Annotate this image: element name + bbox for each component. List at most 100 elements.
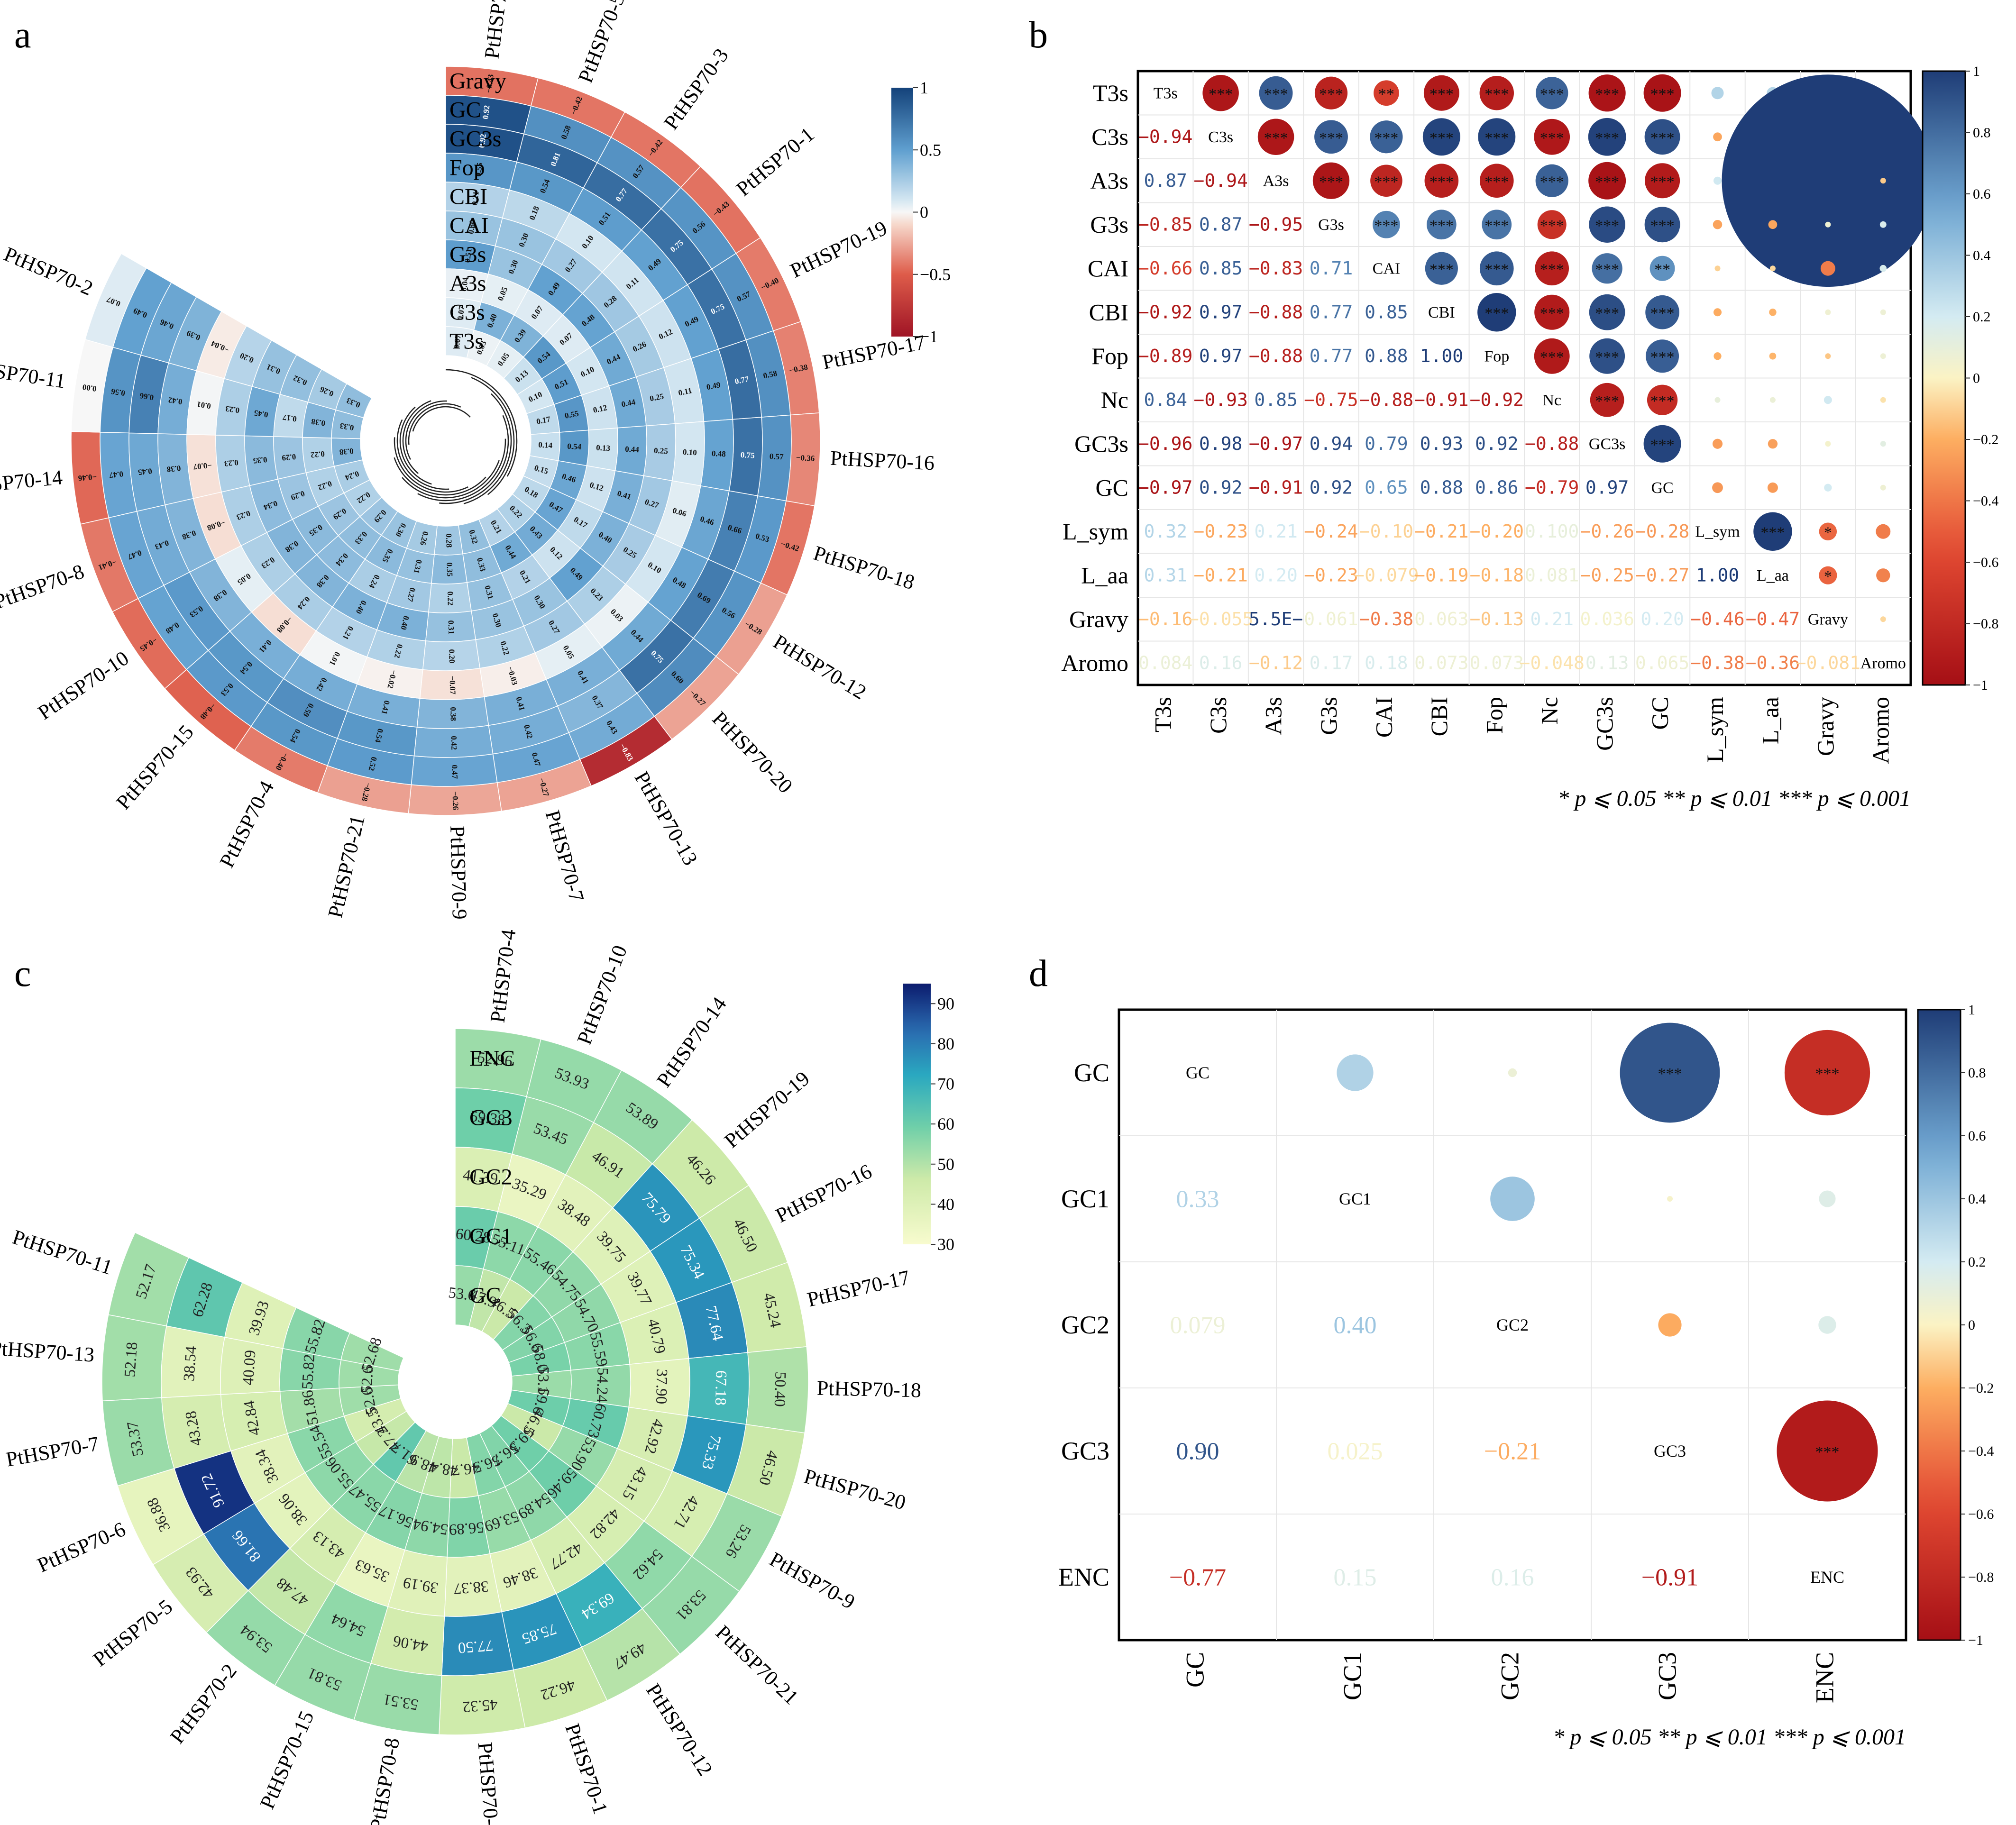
corr-value: −0.21 [1193,565,1247,585]
corr-circle [1373,210,1400,238]
significance-stars: *** [1595,173,1619,191]
row-label: GC3s [1074,430,1128,457]
corr-circle [1824,396,1832,404]
corr-value: 0.18 [1365,652,1408,673]
corr-circle [1768,439,1778,449]
corr-circle [1753,512,1792,551]
row-label: G3s [449,242,486,267]
row-label: Aromo [1061,649,1128,676]
corr-value: −0.19 [1414,565,1468,585]
corr-circle [1589,294,1625,330]
colorbar-tick-label: 90 [937,994,954,1013]
col-label: G3s [1315,697,1342,735]
colorbar-tick-label: −0.8 [1973,616,1998,632]
corr-value: −0.10 [1359,521,1413,542]
corr-value: −0.94 [1138,126,1192,147]
corr-value: 0.94 [1310,433,1353,454]
cell-label: −0.36 [796,453,815,463]
cell-label: 0.23 [224,458,238,468]
corr-circle [1879,221,1887,228]
row-label: CBI [449,184,487,210]
gene-label: PtHSP70-16 [830,447,935,475]
diag-label: GC3s [1589,436,1625,453]
corr-value: 0.86 [1475,477,1519,498]
gene-label: PtHSP70-13 [630,767,702,869]
dendrogram-branch [408,403,461,445]
panel-a-circular-heatmap: −0.430.920.920.550.210.300.510.040.070.0… [0,0,951,920]
corr-circle [1646,339,1679,373]
col-label: GC3s [1591,697,1618,751]
corr-circle [1713,176,1722,185]
colorbar-tick-label: −1 [1973,677,1988,693]
corr-value: 0.036 [1580,609,1634,630]
cell-label: 0.57 [769,452,784,461]
significance-stars: *** [1430,261,1454,278]
corr-circle [1588,74,1626,112]
significance-stars: *** [1595,217,1619,235]
gene-label: PtHSP70-10 [34,647,133,724]
corr-circle [1589,338,1625,374]
gene-label: PtHSP70-19 [787,216,891,283]
cell-label: 0.13 [596,443,611,453]
corr-value: 0.15 [1334,1564,1377,1591]
gene-label: PtHSP70-13 [0,1336,95,1367]
cell-label: 0.14 [538,440,553,450]
corr-circle [1645,295,1679,329]
corr-value: −0.055 [1188,609,1253,630]
gene-label: PtHSP70-21 [323,813,369,920]
gene-label: PtHSP70-20 [801,1464,908,1515]
corr-value: −0.20 [1470,521,1524,542]
gene-label: PtHSP70-5 [89,1595,177,1671]
cell-label: 0.10 [683,447,697,457]
corr-value: −0.83 [1249,258,1303,279]
corr-circle [1769,309,1777,316]
gene-label: PtHSP70-8 [0,560,87,614]
cell-label: 0.47 [450,765,459,779]
significance-stars: *** [1595,392,1619,410]
corr-value: −0.77 [1169,1564,1226,1591]
cell-label: 0.22 [310,449,325,460]
corr-value: 0.081 [1525,565,1579,585]
panel-c-circular-heatmap: 52.9659.3841.3960.2853.68PtHSP70-453.935… [0,928,954,1825]
corr-circle [1645,163,1680,199]
gene-label: PtHSP70-21 [711,1621,803,1709]
corr-value: 0.97 [1199,301,1243,322]
corr-circle [1658,1313,1682,1337]
corr-value: −0.79 [1525,477,1579,498]
significance-stars: *** [1264,85,1288,103]
corr-circle [1880,441,1886,447]
corr-value: 0.90 [1176,1438,1219,1465]
corr-circle [1714,265,1721,272]
panel-label-d: d [1029,953,1048,995]
gene-label: PtHSP70-7 [541,808,589,904]
row-label: CBI [1089,299,1128,325]
significance-stars: *** [1595,261,1619,278]
colorbar-tick-label: −0.6 [1968,1506,1994,1522]
gene-label: PtHSP70-8 [366,1736,404,1825]
cell-label: 0.35 [445,562,454,576]
gene-label: PtHSP70-3 [660,44,733,134]
corr-circle [1876,568,1890,583]
gene-label: PtHSP70-17 [820,330,927,374]
corr-value: 0.97 [1199,346,1243,366]
gene-label: PtHSP70-9 [766,1547,859,1614]
significance-stars: * [1824,568,1832,585]
panel-d-correlation-matrix: GC GC GC GC1 GC1 GC1 GC2 GC2 GC2 GC3 GC3 GC3 ENC ENC E… [1058,1002,1994,1750]
colorbar-tick-label: 1 [1968,1002,1975,1018]
corr-circle [1643,425,1681,463]
corr-value: −0.27 [1635,565,1689,585]
diag-label: GC3 [1654,1442,1686,1460]
corr-circle [1712,438,1723,449]
colorbar-tick-label: 0.6 [1968,1128,1986,1144]
cell-label: 0.47 [109,469,124,480]
corr-value: −0.92 [1470,389,1524,410]
gene-label: PtHSP70-6 [480,0,514,60]
colorbar-tick-label: 0 [1968,1317,1975,1333]
cell-label: 0.45 [254,408,269,419]
colorbar-tick-label: 0.5 [920,140,941,159]
corr-circle [1825,441,1831,447]
corr-value: −0.97 [1249,433,1303,454]
corr-value: 0.40 [1334,1312,1377,1339]
corr-circle [1769,265,1776,272]
corr-value: 0.16 [1491,1564,1534,1591]
